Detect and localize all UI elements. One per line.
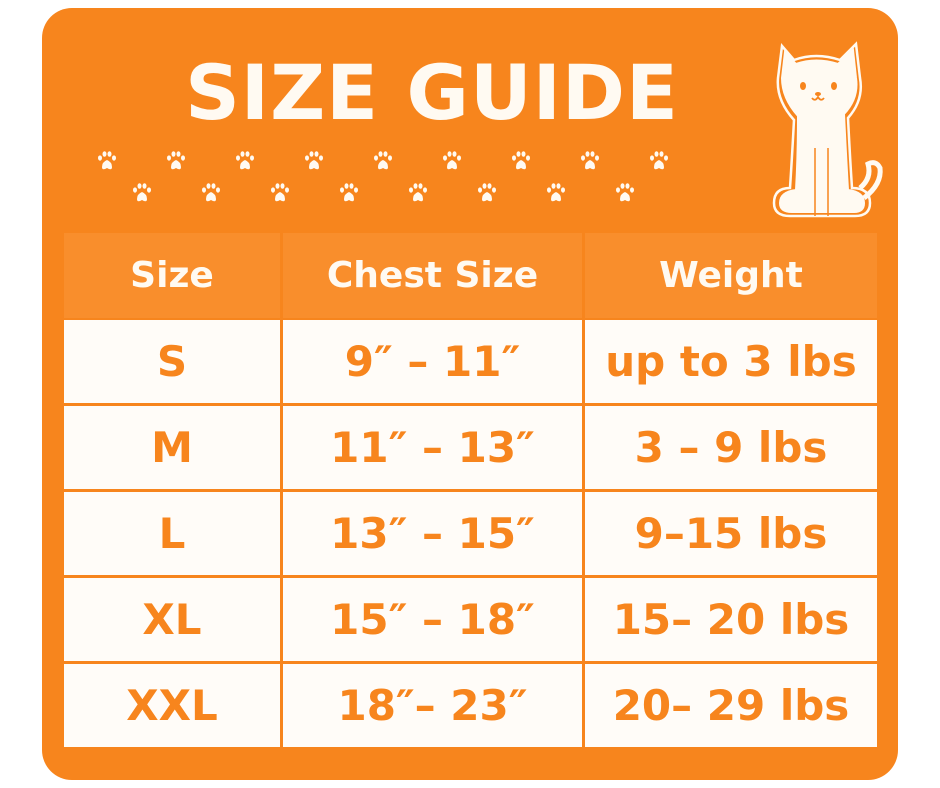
paw-print-icon (510, 150, 532, 172)
chest-cell: 11″ – 13″ (283, 406, 582, 489)
chest-cell: 9″ – 11″ (283, 320, 582, 403)
paw-print-icon (131, 182, 153, 204)
paw-print-icon (476, 182, 498, 204)
paw-print-icon (545, 182, 567, 204)
chest-cell: 15″ – 18″ (283, 578, 582, 661)
paw-print-icon (269, 182, 291, 204)
table-row: XXL 18″– 23″ 20– 29 lbs (64, 664, 877, 747)
paw-print-icon (407, 182, 429, 204)
weight-cell: 15– 20 lbs (585, 578, 877, 661)
paw-print-icon (441, 150, 463, 172)
size-cell: L (64, 492, 280, 575)
size-cell: XL (64, 578, 280, 661)
size-cell: S (64, 320, 280, 403)
page-title: SIZE GUIDE (185, 48, 679, 137)
header-chest-size: Chest Size (283, 233, 582, 318)
size-cell: XXL (64, 664, 280, 747)
paw-print-icon (614, 182, 636, 204)
header-size: Size (64, 233, 280, 318)
table-row: M 11″ – 13″ 3 – 9 lbs (64, 406, 877, 489)
paw-prints-decoration (42, 8, 742, 238)
weight-cell: up to 3 lbs (585, 320, 877, 403)
paw-print-icon (303, 150, 325, 172)
table-row: XL 15″ – 18″ 15– 20 lbs (64, 578, 877, 661)
table-row: L 13″ – 15″ 9–15 lbs (64, 492, 877, 575)
header-weight: Weight (585, 233, 877, 318)
paw-print-icon (165, 150, 187, 172)
paw-print-icon (338, 182, 360, 204)
paw-print-icon (372, 150, 394, 172)
cat-icon (772, 41, 883, 218)
size-guide-card: SIZE GUIDE Size Chest Size Weight S 9″ –… (42, 8, 898, 780)
paw-print-icon (648, 150, 670, 172)
table-row: S 9″ – 11″ up to 3 lbs (64, 320, 877, 403)
paw-print-icon (200, 182, 222, 204)
weight-cell: 3 – 9 lbs (585, 406, 877, 489)
weight-cell: 9–15 lbs (585, 492, 877, 575)
chest-cell: 18″– 23″ (283, 664, 582, 747)
paw-print-icon (96, 150, 118, 172)
paw-print-icon (579, 150, 601, 172)
table-header-row: Size Chest Size Weight (64, 233, 877, 318)
size-cell: M (64, 406, 280, 489)
weight-cell: 20– 29 lbs (585, 664, 877, 747)
chest-cell: 13″ – 15″ (283, 492, 582, 575)
paw-print-icon (234, 150, 256, 172)
